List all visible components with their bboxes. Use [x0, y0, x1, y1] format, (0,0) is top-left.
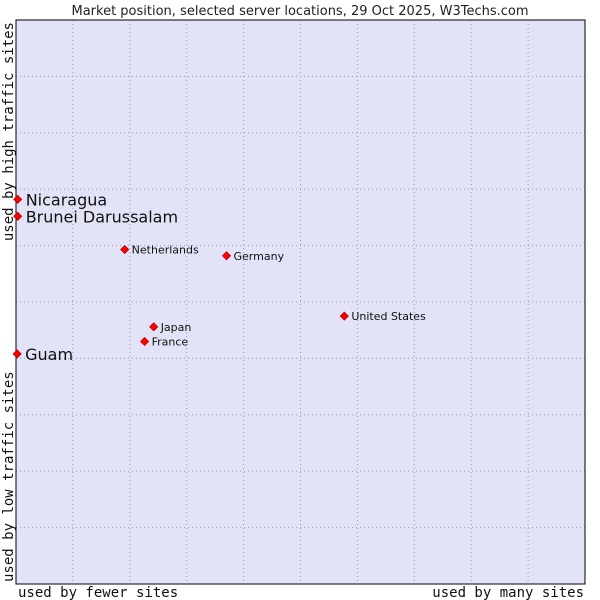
plot-frame [15, 19, 586, 585]
point-marker-nicaragua [13, 194, 23, 204]
point-label-germany: Germany [234, 250, 285, 263]
point-label-united-states: United States [351, 310, 426, 323]
point-marker-guam [12, 349, 22, 359]
point-brunei-darussalam: Brunei Darussalam [13, 207, 178, 226]
point-japan: Japan [149, 321, 192, 334]
point-marker-united-states [339, 311, 349, 321]
point-netherlands: Netherlands [120, 244, 199, 257]
grid-lines [16, 20, 585, 584]
point-marker-brunei-darussalam [13, 211, 23, 221]
point-france: France [140, 335, 189, 348]
point-marker-france [140, 336, 150, 347]
point-label-brunei-darussalam: Brunei Darussalam [26, 207, 178, 226]
point-guam: Guam [12, 345, 73, 364]
x-axis-label-right: used by many sites [432, 585, 584, 600]
y-axis-label-top: used by high traffic sites [1, 22, 17, 241]
point-marker-japan [149, 322, 159, 332]
point-label-guam: Guam [25, 345, 73, 364]
point-marker-germany [221, 251, 232, 261]
y-axis-label-bottom: used by low traffic sites [1, 371, 17, 582]
point-marker-netherlands [120, 244, 130, 255]
point-germany: Germany [221, 250, 285, 263]
point-label-france: France [152, 335, 189, 348]
point-label-nicaragua: Nicaragua [26, 190, 108, 209]
point-united-states: United States [339, 310, 426, 323]
point-nicaragua: Nicaragua [13, 190, 108, 209]
point-label-netherlands: Netherlands [132, 244, 199, 257]
point-label-japan: Japan [160, 321, 192, 334]
chart-title: Market position, selected server locatio… [71, 4, 528, 19]
x-axis-label-left: used by fewer sites [18, 585, 178, 600]
